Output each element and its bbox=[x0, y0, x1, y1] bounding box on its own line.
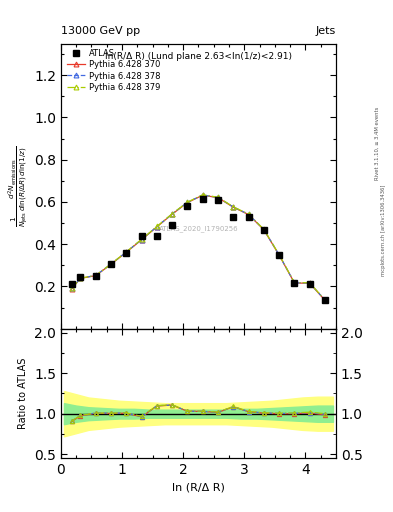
Pythia 6.428 370 bbox=[70, 286, 74, 292]
Pythia 6.428 379 bbox=[185, 199, 190, 205]
Pythia 6.428 378 bbox=[70, 285, 74, 291]
ATLAS bbox=[216, 197, 220, 203]
Y-axis label: $\frac{1}{N_{\mathrm{jets}}}\frac{d^2 N_{\mathrm{emissions}}}{d\ln(R/\Delta R)\,: $\frac{1}{N_{\mathrm{jets}}}\frac{d^2 N_… bbox=[6, 145, 30, 227]
ATLAS bbox=[277, 252, 281, 258]
Pythia 6.428 379 bbox=[200, 191, 205, 198]
Pythia 6.428 379 bbox=[323, 297, 327, 303]
Pythia 6.428 379 bbox=[277, 252, 281, 258]
Pythia 6.428 379 bbox=[154, 223, 159, 229]
Pythia 6.428 378 bbox=[94, 272, 98, 279]
ATLAS bbox=[94, 273, 98, 279]
Pythia 6.428 370 bbox=[185, 200, 190, 206]
Text: ATLAS_2020_I1790256: ATLAS_2020_I1790256 bbox=[159, 225, 238, 232]
Pythia 6.428 370 bbox=[94, 272, 98, 279]
Pythia 6.428 379 bbox=[124, 249, 129, 255]
Pythia 6.428 378 bbox=[139, 237, 144, 243]
Pythia 6.428 379 bbox=[261, 226, 266, 232]
Pythia 6.428 379 bbox=[216, 194, 220, 200]
Pythia 6.428 370 bbox=[261, 227, 266, 233]
Pythia 6.428 370 bbox=[109, 261, 114, 267]
Pythia 6.428 370 bbox=[246, 211, 251, 218]
Pythia 6.428 370 bbox=[170, 211, 174, 217]
Pythia 6.428 378 bbox=[200, 192, 205, 198]
ATLAS bbox=[261, 227, 266, 233]
ATLAS bbox=[231, 214, 236, 220]
Pythia 6.428 379 bbox=[139, 236, 144, 242]
Pythia 6.428 378 bbox=[292, 280, 297, 286]
Pythia 6.428 370 bbox=[139, 237, 144, 243]
ATLAS bbox=[200, 196, 205, 202]
Pythia 6.428 378 bbox=[216, 195, 220, 201]
ATLAS bbox=[154, 232, 159, 239]
Line: Pythia 6.428 370: Pythia 6.428 370 bbox=[70, 193, 327, 303]
Pythia 6.428 370 bbox=[216, 195, 220, 201]
Pythia 6.428 370 bbox=[154, 224, 159, 230]
Y-axis label: Ratio to ATLAS: Ratio to ATLAS bbox=[18, 358, 29, 429]
Pythia 6.428 378 bbox=[124, 249, 129, 255]
Pythia 6.428 370 bbox=[200, 192, 205, 198]
X-axis label: ln (R/Δ R): ln (R/Δ R) bbox=[172, 483, 225, 493]
Pythia 6.428 370 bbox=[124, 249, 129, 255]
Pythia 6.428 379 bbox=[231, 204, 236, 210]
Pythia 6.428 378 bbox=[109, 261, 114, 267]
ATLAS bbox=[307, 281, 312, 287]
Pythia 6.428 370 bbox=[277, 252, 281, 258]
Pythia 6.428 379 bbox=[94, 272, 98, 279]
Pythia 6.428 379 bbox=[307, 280, 312, 286]
ATLAS bbox=[70, 281, 74, 287]
Pythia 6.428 378 bbox=[185, 199, 190, 205]
Pythia 6.428 370 bbox=[307, 280, 312, 286]
Text: 13000 GeV pp: 13000 GeV pp bbox=[61, 26, 140, 36]
ATLAS bbox=[170, 222, 174, 228]
Pythia 6.428 378 bbox=[307, 280, 312, 286]
Pythia 6.428 378 bbox=[78, 275, 83, 281]
Line: Pythia 6.428 379: Pythia 6.428 379 bbox=[70, 193, 327, 303]
ATLAS bbox=[292, 280, 297, 286]
Pythia 6.428 378 bbox=[277, 252, 281, 258]
Text: Rivet 3.1.10, ≥ 3.4M events: Rivet 3.1.10, ≥ 3.4M events bbox=[375, 106, 380, 180]
Line: Pythia 6.428 378: Pythia 6.428 378 bbox=[70, 193, 327, 303]
Pythia 6.428 378 bbox=[323, 297, 327, 303]
Pythia 6.428 379 bbox=[292, 280, 297, 286]
ATLAS bbox=[323, 297, 327, 303]
Text: mcplots.cern.ch [arXiv:1306.3436]: mcplots.cern.ch [arXiv:1306.3436] bbox=[381, 185, 386, 276]
Pythia 6.428 370 bbox=[292, 280, 297, 286]
Legend: ATLAS, Pythia 6.428 370, Pythia 6.428 378, Pythia 6.428 379: ATLAS, Pythia 6.428 370, Pythia 6.428 37… bbox=[65, 48, 162, 93]
ATLAS bbox=[185, 203, 190, 209]
Pythia 6.428 379 bbox=[109, 261, 114, 267]
Text: ln(R/Δ R) (Lund plane 2.63<ln(1/z)<2.91): ln(R/Δ R) (Lund plane 2.63<ln(1/z)<2.91) bbox=[105, 52, 292, 61]
ATLAS bbox=[139, 233, 144, 239]
Pythia 6.428 378 bbox=[231, 204, 236, 210]
Pythia 6.428 379 bbox=[246, 211, 251, 217]
Pythia 6.428 378 bbox=[246, 211, 251, 218]
Line: ATLAS: ATLAS bbox=[69, 196, 328, 303]
Pythia 6.428 378 bbox=[154, 224, 159, 230]
ATLAS bbox=[78, 274, 83, 280]
Pythia 6.428 378 bbox=[261, 226, 266, 232]
Text: Jets: Jets bbox=[316, 26, 336, 36]
Pythia 6.428 370 bbox=[78, 275, 83, 282]
ATLAS bbox=[109, 261, 114, 267]
Pythia 6.428 379 bbox=[170, 210, 174, 217]
Pythia 6.428 370 bbox=[323, 297, 327, 304]
Pythia 6.428 379 bbox=[70, 285, 74, 291]
Pythia 6.428 378 bbox=[170, 211, 174, 217]
ATLAS bbox=[246, 214, 251, 220]
ATLAS bbox=[124, 249, 129, 255]
Pythia 6.428 379 bbox=[78, 275, 83, 281]
Pythia 6.428 370 bbox=[231, 204, 236, 210]
